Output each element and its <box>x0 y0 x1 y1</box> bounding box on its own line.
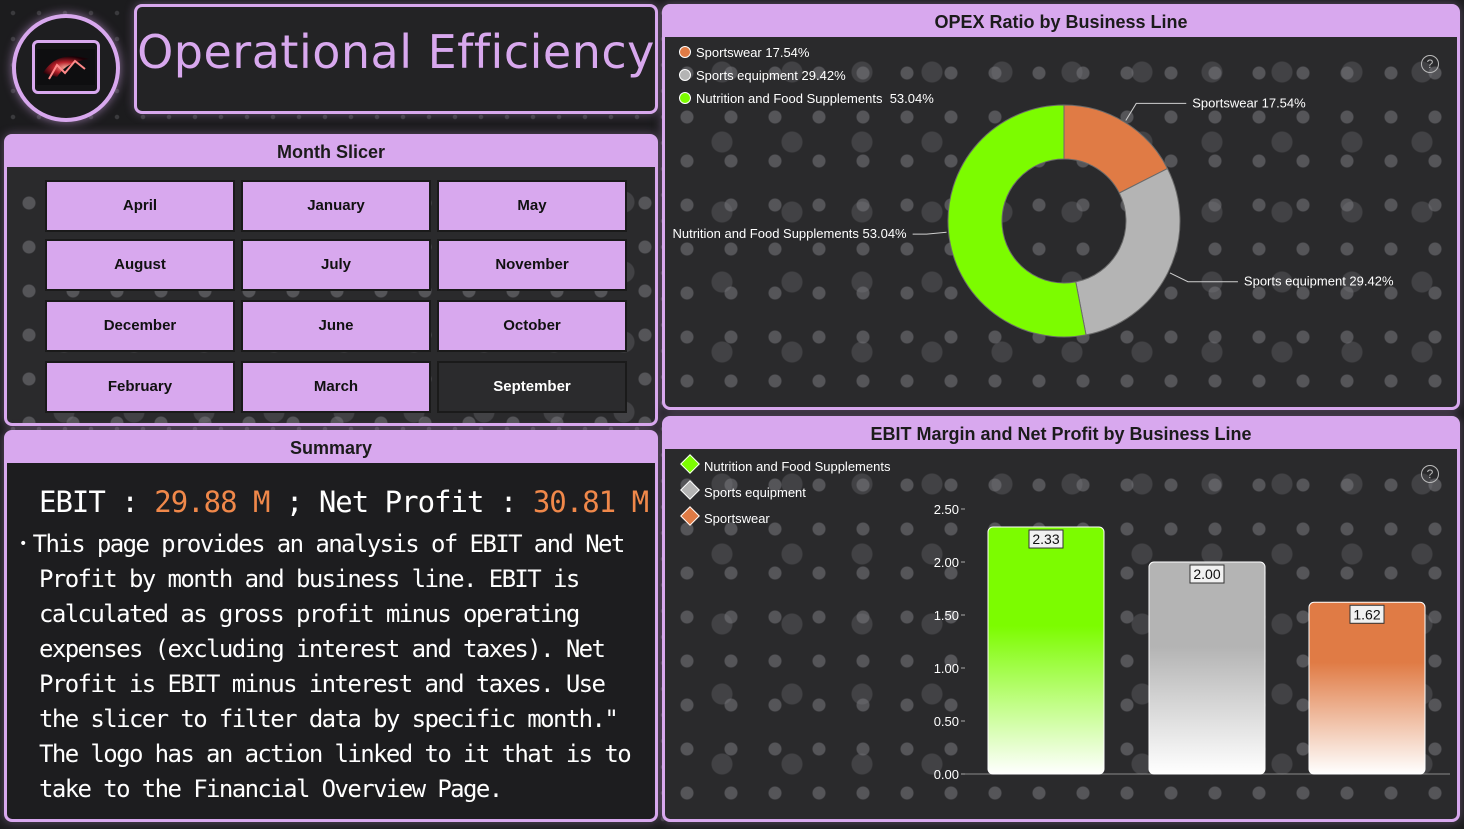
summary-text: This page provides an analysis of EBIT a… <box>32 530 632 803</box>
donut-slice-2[interactable] <box>947 104 1087 338</box>
summary-title: Summary <box>7 433 655 463</box>
donut-leader-line <box>1125 102 1187 121</box>
legend-dot-icon <box>679 92 691 104</box>
month-button-december[interactable]: December <box>45 300 235 352</box>
opex-ratio-panel: OPEX Ratio by Business Line ? Sportswear… <box>662 4 1460 410</box>
month-button-october[interactable]: October <box>437 300 627 352</box>
summary-panel: Summary EBIT : 29.88 M ; Net Profit : 30… <box>4 430 658 822</box>
bullet-icon: • <box>19 536 33 552</box>
donut-leader-line <box>1169 272 1238 283</box>
month-slicer-title: Month Slicer <box>7 137 655 167</box>
opex-chart-title: OPEX Ratio by Business Line <box>665 7 1457 37</box>
month-button-april[interactable]: April <box>45 180 235 232</box>
help-icon[interactable]: ? <box>1421 465 1439 483</box>
y-tick-label: 2.00 <box>934 555 959 570</box>
opex-legend-sportswear[interactable]: Sportswear 17.54% <box>679 45 809 60</box>
ebit-chart-title: EBIT Margin and Net Profit by Business L… <box>665 419 1457 449</box>
donut-label-0: Sportswear 17.54% <box>1192 95 1306 110</box>
ebit-legend-sports-equipment[interactable]: Sports equipment <box>680 480 806 500</box>
net-profit-label: Net Profit <box>318 485 485 519</box>
bar-value-label-2: 1.62 <box>1353 606 1380 622</box>
opex-donut-chart: Sportswear 17.54% Sports equipment 29.42%… <box>672 95 1394 338</box>
month-button-january[interactable]: January <box>241 180 431 232</box>
bar-label-box <box>1349 604 1385 624</box>
donut-label-2: Nutrition and Food Supplements 53.04% <box>672 226 907 241</box>
y-tick-label: 1.50 <box>934 608 959 623</box>
kpi-separator: : <box>121 485 155 519</box>
legend-dot-icon <box>679 46 691 58</box>
ebit-legend-nutrition[interactable]: Nutrition and Food Supplements <box>680 454 890 474</box>
help-icon[interactable]: ? <box>1421 55 1439 73</box>
legend-dot-icon <box>679 69 691 81</box>
y-tick-label: 0.00 <box>934 767 959 782</box>
bar-0[interactable] <box>987 526 1105 775</box>
opex-legend-sports-equipment[interactable]: Sports equipment 29.42% <box>679 68 846 83</box>
bar-label-box <box>1189 564 1225 584</box>
month-button-november[interactable]: November <box>437 239 627 291</box>
bar-value-label-1: 2.00 <box>1193 566 1220 582</box>
donut-label-1: Sports equipment 29.42% <box>1244 274 1394 289</box>
opex-legend-nutrition[interactable]: Nutrition and Food Supplements 53.04% <box>679 91 934 106</box>
ebit-margin-panel: EBIT Margin and Net Profit by Business L… <box>662 416 1460 822</box>
title-panel: Operational Efficiency <box>134 4 658 114</box>
y-tick-label: 2.50 <box>934 502 959 517</box>
bar-label-box <box>1028 529 1064 549</box>
month-button-september[interactable]: September <box>437 361 627 413</box>
y-tick-label: 1.00 <box>934 661 959 676</box>
kpi-separator: : <box>499 485 533 519</box>
logo-button[interactable] <box>12 14 120 122</box>
ebit-label: EBIT <box>39 485 106 519</box>
month-button-july[interactable]: July <box>241 239 431 291</box>
kpi-line: EBIT : 29.88 M ; Net Profit : 30.81 M <box>39 485 649 519</box>
net-profit-value: 30.81 M <box>532 485 649 519</box>
donut-leader-line <box>912 231 947 235</box>
donut-slice-1[interactable] <box>1075 167 1181 336</box>
ebit-bar-chart: 0.00 0.50 1.00 1.50 2.00 2.50 2.33 2.00 1.62 <box>934 502 1450 782</box>
month-slicer-panel: Month Slicer April January May August Ju… <box>4 134 658 426</box>
month-button-august[interactable]: August <box>45 239 235 291</box>
ebit-legend-sportswear[interactable]: Sportswear <box>680 506 770 526</box>
bar-2[interactable] <box>1308 601 1426 775</box>
bar-1[interactable] <box>1148 561 1266 775</box>
month-button-march[interactable]: March <box>241 361 431 413</box>
y-tick-label: 0.50 <box>934 714 959 729</box>
ebit-value: 29.88 M <box>154 485 270 519</box>
logo-icon <box>32 40 100 94</box>
month-button-may[interactable]: May <box>437 180 627 232</box>
page-title: Operational Efficiency <box>137 25 655 79</box>
summary-description: • This page provides an analysis of EBIT… <box>19 527 633 807</box>
month-button-june[interactable]: June <box>241 300 431 352</box>
month-button-february[interactable]: February <box>45 361 235 413</box>
bar-value-label-0: 2.33 <box>1032 531 1059 547</box>
kpi-separator: ; <box>285 485 319 519</box>
